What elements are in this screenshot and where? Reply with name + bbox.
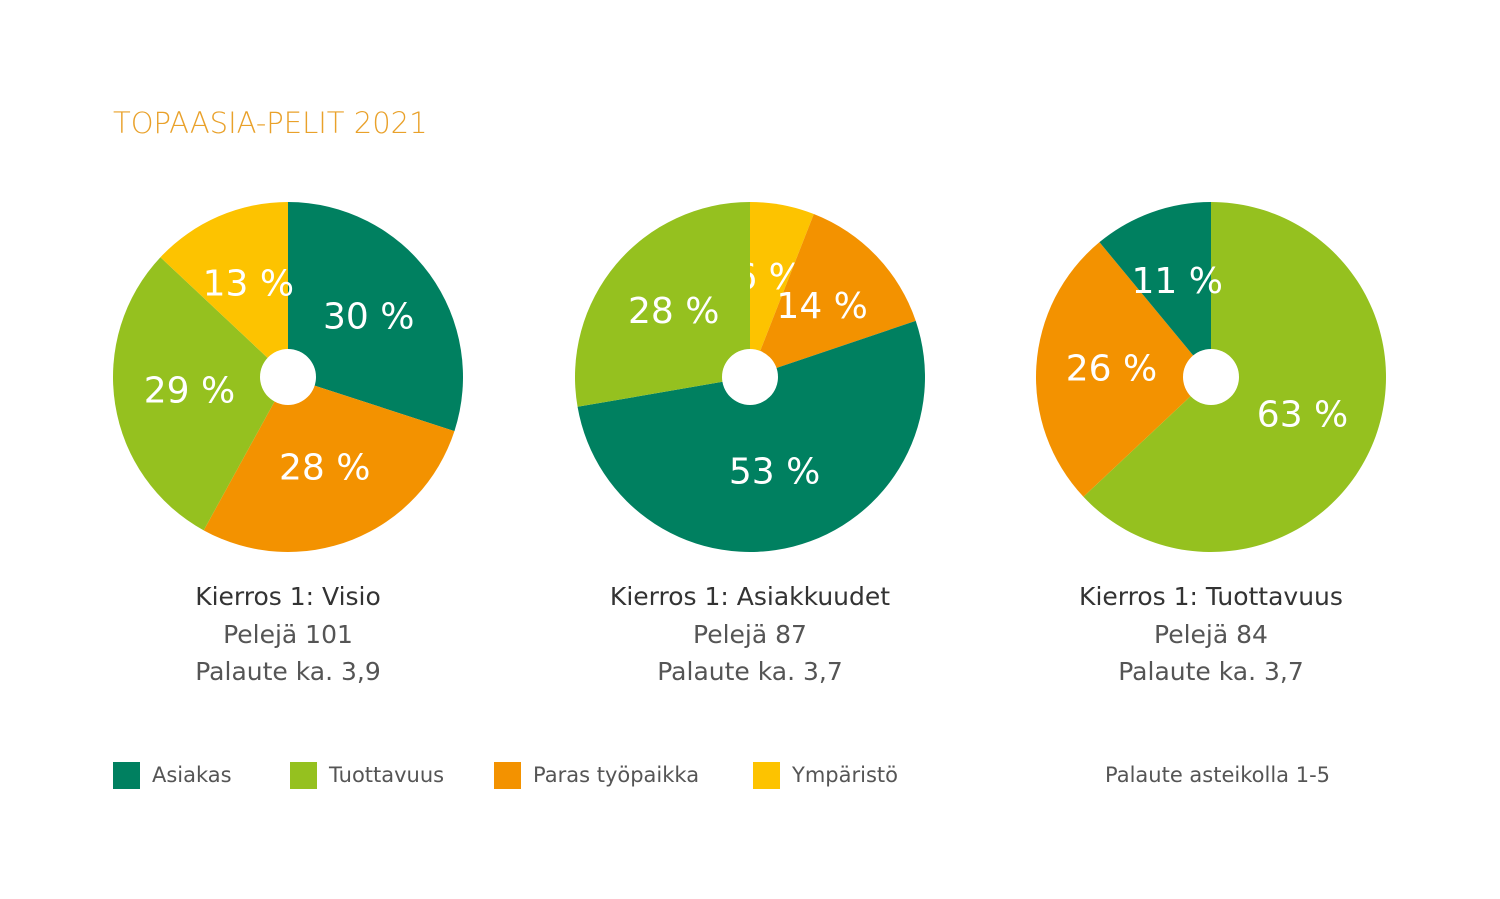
pie-subtitle: Pelejä 101 (223, 620, 353, 649)
pie-slice (112, 257, 288, 531)
legend-label: Ympäristö (791, 763, 898, 787)
slice-label: 26 % (1066, 349, 1157, 390)
legend-swatch (290, 762, 317, 789)
pie-slice (750, 214, 916, 377)
pie-slice (288, 202, 463, 432)
slice-label: 14 % (776, 286, 867, 327)
slice-label: 13 % (203, 263, 294, 304)
pie-slice (750, 202, 814, 377)
slice-label: 28 % (279, 448, 370, 489)
pie-title: Kierros 1: Asiakkuudet (610, 582, 890, 611)
legend-swatch (113, 762, 140, 789)
pie-slice (577, 320, 925, 552)
pie-hole (260, 349, 316, 405)
pie-title: Kierros 1: Visio (195, 582, 381, 611)
pie-subtitle: Palaute ka. 3,9 (195, 657, 381, 686)
pie-slice (575, 202, 750, 407)
pie-subtitle: Palaute ka. 3,7 (1118, 657, 1304, 686)
pie-slice (203, 377, 455, 553)
scale-note: Palaute asteikolla 1-5 (1105, 763, 1330, 787)
pie-subtitle: Pelejä 84 (1154, 620, 1268, 649)
slice-label: 11 % (1131, 261, 1222, 302)
pie-title: Kierros 1: Tuottavuus (1079, 582, 1343, 611)
pie-slice (160, 202, 288, 377)
legend-label: Asiakas (152, 763, 232, 787)
pie-hole (722, 349, 778, 405)
legend-label: Tuottavuus (328, 763, 444, 787)
slice-label: 28 % (628, 291, 719, 332)
slice-label: 30 % (323, 296, 414, 337)
slice-label: 63 % (1257, 395, 1348, 436)
pie-subtitle: Palaute ka. 3,7 (657, 657, 843, 686)
main-title: TOPAASIA-PELIT 2021 (113, 106, 428, 140)
legend-swatch (753, 762, 780, 789)
pie-slice (1099, 202, 1211, 377)
slice-label: 53 % (729, 452, 820, 493)
legend-swatch (494, 762, 521, 789)
pie-slice (1036, 242, 1211, 497)
slice-label: 29 % (144, 371, 235, 412)
legend-label: Paras työpaikka (533, 763, 699, 787)
pie-hole (1183, 349, 1239, 405)
pie-subtitle: Pelejä 87 (693, 620, 807, 649)
